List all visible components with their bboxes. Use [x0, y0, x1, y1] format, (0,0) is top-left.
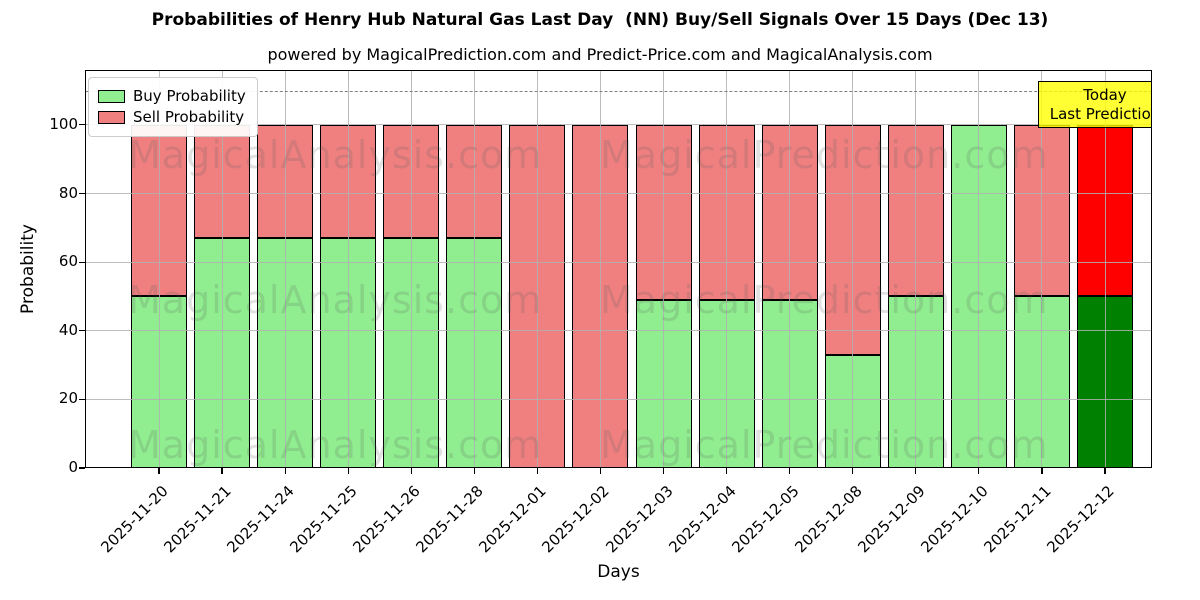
v-gridline [663, 70, 665, 468]
legend: Buy Probability Sell Probability [88, 77, 258, 137]
h-gridline [85, 330, 1152, 332]
y-tick-mark [79, 398, 85, 400]
h-gridline [85, 261, 1152, 263]
legend-swatch-sell-icon [98, 111, 125, 124]
v-gridline [347, 70, 349, 468]
x-tick-mark [221, 468, 223, 474]
h-gridline [85, 124, 1152, 126]
x-tick-mark [662, 468, 665, 474]
v-gridline [284, 70, 286, 468]
y-tick-label: 60 [58, 252, 78, 271]
x-tick-mark [789, 468, 791, 474]
chart-title: Probabilities of Henry Hub Natural Gas L… [151, 10, 1049, 30]
y-tick-mark [79, 330, 85, 332]
v-gridline [221, 70, 223, 468]
legend-label-buy: Buy Probability [133, 87, 246, 105]
v-gridline [789, 70, 791, 468]
chart-subtitle: powered by MagicalPrediction.com and Pre… [267, 45, 933, 64]
x-tick-mark [852, 468, 854, 474]
y-tick-mark [79, 261, 85, 263]
v-gridline [158, 70, 160, 468]
y-tick-mark [79, 124, 85, 126]
legend-item-buy: Buy Probability [98, 87, 246, 106]
v-gridline [410, 70, 412, 468]
today-annotation-line1: Today [1083, 85, 1127, 104]
y-tick-label: 100 [49, 114, 78, 133]
x-tick-mark [410, 468, 412, 474]
x-tick-mark [1104, 468, 1106, 474]
v-gridline [536, 70, 538, 468]
v-gridline [915, 70, 917, 468]
x-tick-mark [978, 468, 980, 474]
y-tick-label: 20 [58, 389, 78, 408]
today-annotation-box: Today Last Prediction [1038, 81, 1152, 128]
x-tick-mark [158, 468, 160, 474]
today-annotation-line2: Last Prediction [1049, 104, 1152, 123]
legend-item-sell: Sell Probability [98, 108, 246, 127]
v-gridline [978, 70, 980, 468]
legend-swatch-buy-icon [98, 90, 125, 103]
dashed-threshold-line [85, 90, 1152, 92]
v-gridline [1041, 70, 1043, 468]
grid-layer [85, 70, 1152, 468]
v-gridline [726, 70, 728, 468]
y-tick-mark [79, 467, 85, 469]
y-tick-label: 0 [68, 458, 78, 476]
x-tick-mark [347, 468, 349, 474]
x-tick-mark [726, 468, 728, 474]
legend-label-sell: Sell Probability [133, 108, 245, 126]
x-axis-label: Days [597, 562, 640, 582]
x-tick-mark [1041, 468, 1043, 474]
v-gridline [1104, 70, 1106, 468]
y-tick-label: 80 [58, 183, 78, 202]
x-tick-mark [284, 468, 286, 474]
v-gridline [852, 70, 854, 468]
v-gridline [473, 70, 475, 468]
x-tick-mark [915, 468, 917, 474]
x-tick-mark [473, 468, 475, 474]
h-gridline [85, 193, 1152, 195]
v-gridline [599, 70, 601, 468]
y-tick-mark [79, 192, 85, 195]
x-tick-mark [536, 468, 538, 474]
x-tick-mark [599, 468, 602, 474]
h-gridline [85, 398, 1152, 400]
plot-area: MagicalAnalysis.comMagicalPrediction.com… [85, 70, 1152, 468]
y-tick-label: 40 [58, 320, 78, 339]
